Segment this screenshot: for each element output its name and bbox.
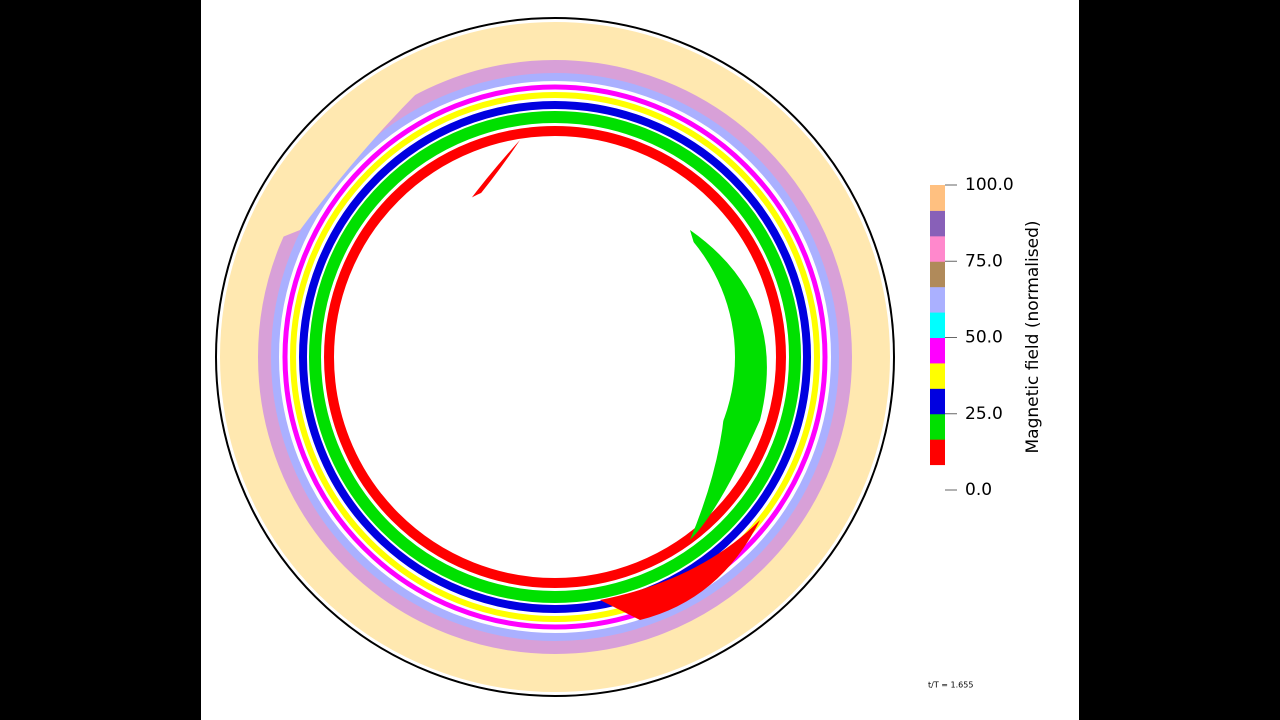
- time-annotation: t/T = 1.655: [928, 681, 973, 690]
- field-disc: [215, 17, 895, 697]
- colorbar-tick-label: 75.0: [965, 251, 1003, 271]
- colorbar-tick-label: 50.0: [965, 328, 1003, 348]
- colorbar-bin: [930, 286, 945, 313]
- colorbar-bin: [930, 464, 945, 491]
- colorbar-bin: [930, 235, 945, 262]
- colorbar-bin: [930, 362, 945, 389]
- colorbar-bin: [930, 439, 945, 466]
- colorbar-tick-label: 0.0: [965, 480, 992, 500]
- colorbar-bin: [930, 261, 945, 288]
- colorbar-bin: [930, 413, 945, 440]
- colorbar: 0.0 25.0 50.0 75.0 100.0: [930, 175, 1014, 500]
- colorbar-tick-label: 25.0: [965, 404, 1003, 424]
- colorbar-bin: [930, 210, 945, 237]
- colorbar-bin: [930, 185, 945, 211]
- colorbar-tick-label: 100.0: [965, 175, 1014, 195]
- colorbar-bin: [930, 337, 945, 364]
- colorbar-bin: [930, 388, 945, 415]
- colorbar-label: Magnetic field (normalised): [1023, 221, 1043, 454]
- colorbar-bin: [930, 312, 945, 338]
